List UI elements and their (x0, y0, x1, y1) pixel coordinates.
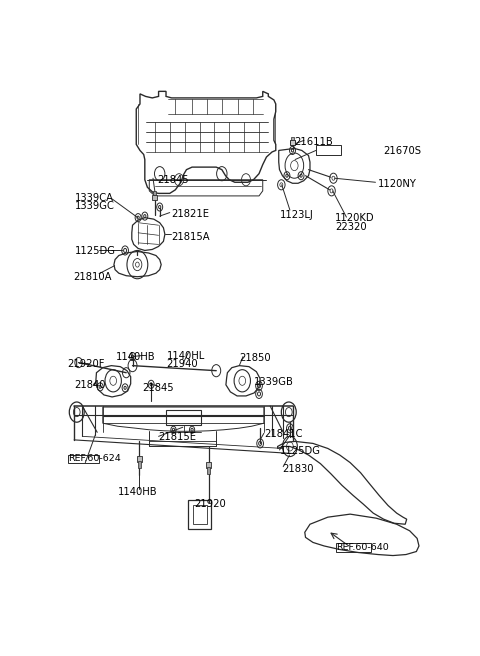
Text: 21845: 21845 (157, 174, 189, 185)
Bar (188, 500, 211, 529)
Text: REF.60-624: REF.60-624 (68, 454, 121, 463)
Text: 21810A: 21810A (73, 272, 111, 281)
Text: 1123LJ: 1123LJ (279, 210, 313, 220)
Text: 21670S: 21670S (383, 146, 421, 157)
Bar (290, 137, 294, 140)
Bar (152, 195, 157, 200)
Text: 21840: 21840 (74, 380, 106, 390)
Text: 22320: 22320 (335, 222, 367, 232)
Text: 1120NY: 1120NY (378, 179, 417, 189)
Text: 21821E: 21821E (172, 209, 210, 218)
Bar (166, 409, 202, 424)
Bar (68, 455, 99, 462)
Text: 1125DG: 1125DG (75, 247, 116, 256)
Text: 1140HB: 1140HB (118, 487, 157, 497)
Text: 1140HL: 1140HL (167, 350, 204, 361)
Bar (289, 140, 296, 146)
Text: 1339GC: 1339GC (75, 201, 115, 211)
Bar (137, 455, 142, 462)
Text: 21940: 21940 (167, 359, 198, 369)
Bar (206, 462, 211, 468)
Text: 21611B: 21611B (294, 137, 333, 148)
Bar (154, 192, 156, 195)
Text: 21841C: 21841C (264, 429, 302, 440)
Text: 21850: 21850 (240, 352, 271, 363)
Text: 21845: 21845 (142, 383, 173, 393)
Text: 21815A: 21815A (172, 232, 210, 242)
Bar (336, 543, 372, 552)
Text: 1339GB: 1339GB (253, 377, 293, 387)
Bar (193, 505, 207, 524)
Text: 1120KD: 1120KD (335, 213, 375, 223)
Text: 1339CA: 1339CA (75, 193, 114, 203)
Text: 21920F: 21920F (67, 359, 105, 369)
Text: 1125DG: 1125DG (279, 447, 321, 457)
Text: 21830: 21830 (282, 464, 314, 474)
Text: 21920: 21920 (194, 499, 226, 509)
Bar (207, 466, 210, 474)
Text: 1140HB: 1140HB (116, 352, 156, 361)
Bar (138, 461, 141, 468)
Text: REF.60-640: REF.60-640 (336, 543, 389, 552)
Text: 21815E: 21815E (158, 432, 197, 442)
